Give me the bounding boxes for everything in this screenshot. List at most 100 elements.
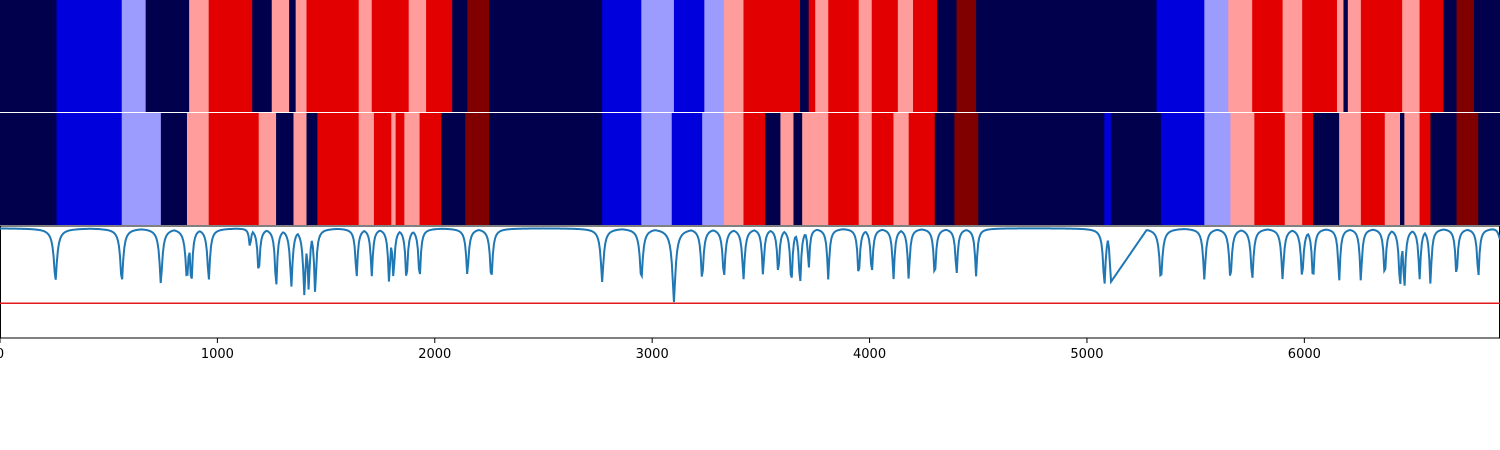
track-panel-2 <box>0 113 1500 225</box>
track-2-segment-27 <box>780 113 794 225</box>
track-1-segment-2 <box>121 0 147 112</box>
track-1-segment-34 <box>976 0 1157 112</box>
track-2-segment-42 <box>1230 113 1255 225</box>
track-1-segment-39 <box>1282 0 1303 112</box>
track-1-segment-25 <box>808 0 816 112</box>
track-2-segment-15 <box>404 113 420 225</box>
track-2-segment-23 <box>702 113 725 225</box>
track-1-segment-17 <box>489 0 603 112</box>
track-2-segment-16 <box>419 113 442 225</box>
track-2-segment-48 <box>1360 113 1386 225</box>
track-2-segment-2 <box>121 113 162 225</box>
track-2-segment-6 <box>258 113 277 225</box>
track-2-segment-24 <box>723 113 744 225</box>
x-tick-label-1000: 1000 <box>201 347 234 362</box>
track-2-segment-44 <box>1284 113 1303 225</box>
track-2-segment-26 <box>765 113 781 225</box>
track-2-segment-36 <box>954 113 979 225</box>
track-1-segment-41 <box>1336 0 1344 112</box>
x-tick-label-6000: 6000 <box>1288 347 1321 362</box>
track-1-segment-27 <box>828 0 860 112</box>
track-2-segment-9 <box>306 113 318 225</box>
track-1-segment-22 <box>723 0 744 112</box>
track-2-segment-30 <box>828 113 860 225</box>
track-1-segment-21 <box>704 0 725 112</box>
track-2-segment-54 <box>1456 113 1479 225</box>
track-1-segment-36 <box>1204 0 1229 112</box>
track-1-segment-44 <box>1360 0 1403 112</box>
track-1-segment-1 <box>56 0 123 112</box>
track-2-segment-21 <box>641 113 673 225</box>
track-1-segment-14 <box>426 0 453 112</box>
line-panel <box>0 225 1500 339</box>
track-2-segment-25 <box>743 113 766 225</box>
track-1-segment-38 <box>1252 0 1283 112</box>
track-2-segment-13 <box>391 113 397 225</box>
x-tick-label-3000: 3000 <box>636 347 669 362</box>
track-2-segment-47 <box>1339 113 1362 225</box>
track-panel-1 <box>0 0 1500 112</box>
track-1-segment-48 <box>1456 0 1475 112</box>
track-1-segment-18 <box>602 0 642 112</box>
track-1-segment-6 <box>252 0 273 112</box>
track-2-segment-11 <box>358 113 375 225</box>
track-1-segment-42 <box>1343 0 1349 112</box>
x-tick-label-0: 0 <box>0 347 4 362</box>
track-1-segment-8 <box>289 0 297 112</box>
track-2-segment-51 <box>1404 113 1420 225</box>
track-2-segment-17 <box>441 113 466 225</box>
track-2-segment-1 <box>56 113 123 225</box>
track-2-segment-41 <box>1204 113 1231 225</box>
track-1-segment-49 <box>1473 0 1500 112</box>
track-1-segment-31 <box>913 0 938 112</box>
track-2-segment-3 <box>160 113 188 225</box>
track-1-segment-37 <box>1228 0 1253 112</box>
track-2-segment-55 <box>1478 113 1500 225</box>
x-tick-label-4000: 4000 <box>853 347 886 362</box>
x-tick-label-5000: 5000 <box>1070 347 1103 362</box>
track-1-segment-45 <box>1402 0 1420 112</box>
track-2-segment-46 <box>1313 113 1340 225</box>
track-1-segment-15 <box>452 0 468 112</box>
track-2-segment-39 <box>1110 113 1162 225</box>
track-1-segment-4 <box>189 0 210 112</box>
signal-line <box>0 227 1500 303</box>
track-1-segment-33 <box>956 0 977 112</box>
track-2-segment-38 <box>1104 113 1112 225</box>
track-1-segment-0 <box>0 0 57 112</box>
track-1-segment-12 <box>371 0 410 112</box>
track-1-segment-13 <box>408 0 427 112</box>
track-2-segment-20 <box>602 113 642 225</box>
track-1-segment-10 <box>306 0 360 112</box>
track-1-segment-43 <box>1347 0 1362 112</box>
track-1-segment-11 <box>358 0 373 112</box>
track-1-segment-5 <box>208 0 253 112</box>
track-2-segment-22 <box>671 113 703 225</box>
track-1-segment-20 <box>673 0 705 112</box>
track-1-segment-35 <box>1156 0 1205 112</box>
track-2-segment-43 <box>1254 113 1286 225</box>
track-2-segment-0 <box>0 113 57 225</box>
track-2-segment-53 <box>1430 113 1457 225</box>
track-1-segment-47 <box>1443 0 1457 112</box>
track-2-segment-49 <box>1384 113 1401 225</box>
track-1-segment-30 <box>897 0 914 112</box>
track-2-segment-34 <box>908 113 936 225</box>
line-panel-frame <box>0 225 1500 339</box>
track-1-segment-32 <box>936 0 957 112</box>
track-2-segment-33 <box>893 113 910 225</box>
track-2-segment-19 <box>489 113 603 225</box>
track-2-segment-40 <box>1160 113 1205 225</box>
track-1-segment-23 <box>743 0 801 112</box>
track-1-segment-16 <box>467 0 490 112</box>
track-2-segment-4 <box>186 113 210 225</box>
track-2-segment-28 <box>793 113 803 225</box>
track-1-segment-19 <box>641 0 675 112</box>
track-1-segment-28 <box>858 0 873 112</box>
track-2-segment-50 <box>1400 113 1405 225</box>
track-1-segment-24 <box>800 0 810 112</box>
track-2-segment-5 <box>208 113 260 225</box>
track-2-segment-10 <box>317 113 360 225</box>
track-2-segment-14 <box>395 113 405 225</box>
